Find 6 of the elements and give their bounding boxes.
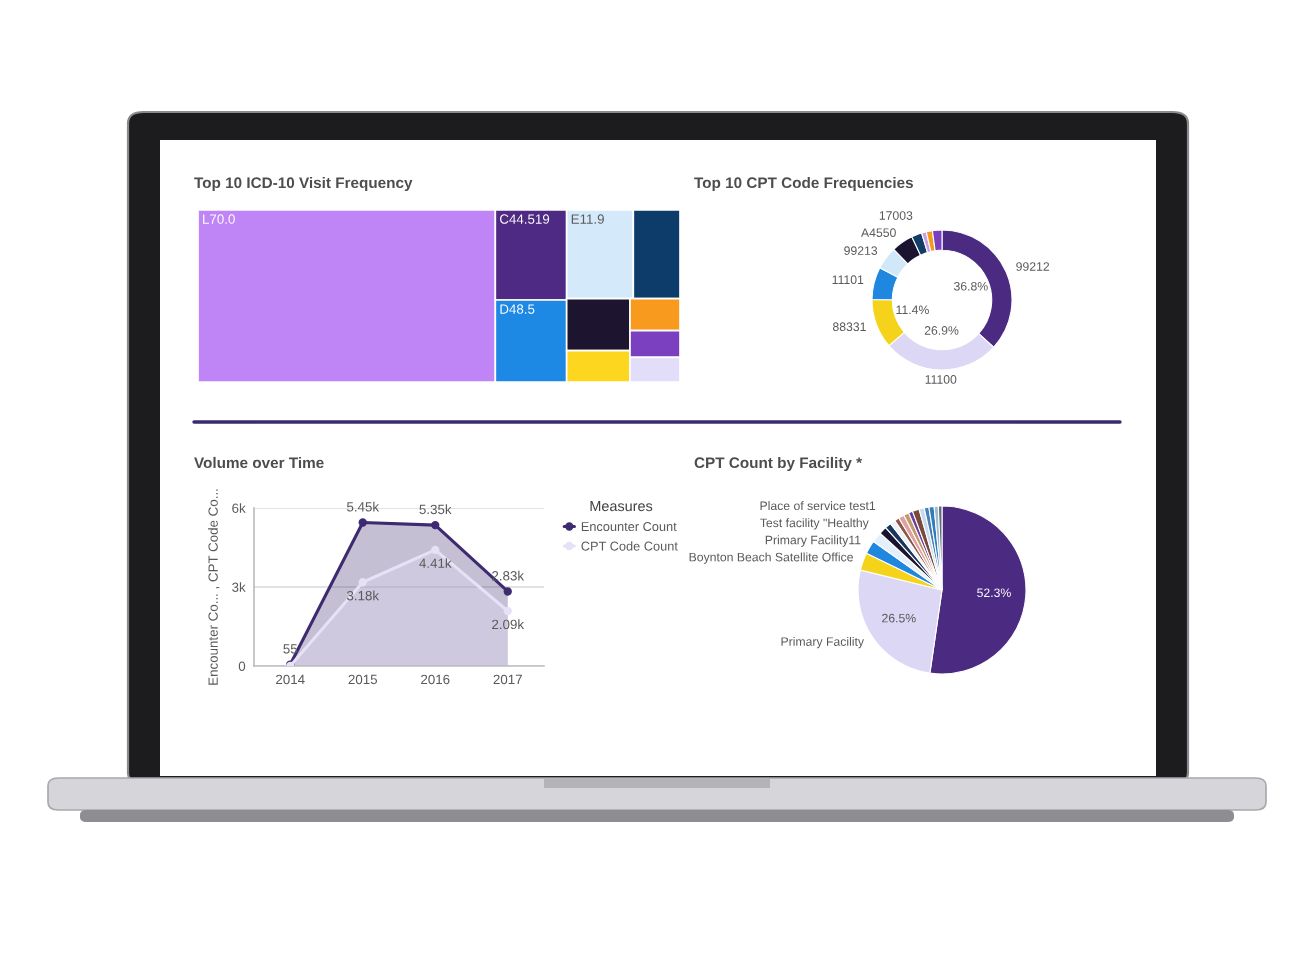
point — [358, 578, 367, 587]
point — [431, 520, 440, 530]
point — [503, 587, 512, 596]
point — [358, 518, 367, 527]
point — [431, 545, 440, 555]
point — [503, 606, 512, 616]
